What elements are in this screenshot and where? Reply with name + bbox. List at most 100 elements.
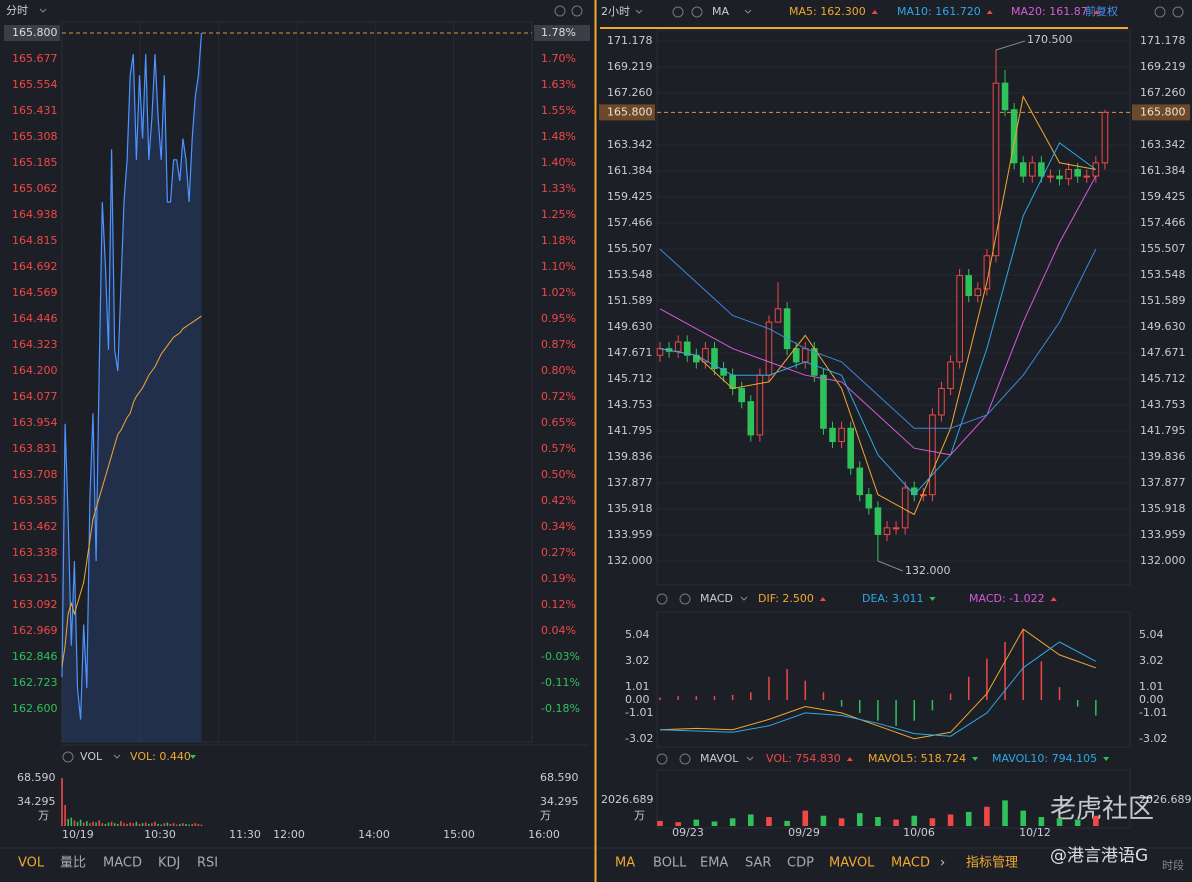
- indicator[interactable]: MA: [712, 5, 729, 18]
- candle-body: [774, 308, 782, 323]
- mavol-max-left: 2026.689: [601, 793, 654, 806]
- icon-minus[interactable]: [1154, 6, 1166, 18]
- price-label: 147.671: [607, 346, 653, 359]
- vol-bar: [166, 822, 169, 826]
- price-label: 164.446: [12, 312, 58, 325]
- mavol-bar: [947, 814, 954, 826]
- macd-frame: [656, 611, 1131, 748]
- price-line: [61, 32, 203, 720]
- pct-label: 1.55%: [541, 104, 576, 117]
- price-label: 163.215: [12, 572, 58, 585]
- candle-body: [965, 275, 973, 297]
- vol-bar: [197, 823, 200, 826]
- price-label: 137.877: [607, 476, 653, 489]
- icon-close[interactable]: [691, 6, 703, 18]
- price-label: 147.671: [1140, 346, 1186, 359]
- price-area: [62, 33, 202, 742]
- tab: MACD: [103, 856, 142, 871]
- icon-close[interactable]: [679, 753, 691, 765]
- vol-bar: [154, 821, 156, 826]
- vol-bar: [160, 824, 162, 826]
- pct-label: 0.19%: [541, 572, 576, 585]
- vol-bar: [79, 819, 82, 826]
- price-label: 169.219: [607, 60, 653, 73]
- tab: KDJ: [158, 856, 180, 871]
- candle-body: [847, 427, 854, 469]
- pct-label: 1.18%: [541, 234, 576, 247]
- price-label: 135.918: [1140, 502, 1186, 515]
- pct-label: 0.72%: [541, 390, 576, 403]
- macd-tick: 1.01: [1139, 680, 1164, 693]
- vol-bar: [98, 820, 100, 826]
- macd-name[interactable]: MACD: [700, 592, 733, 605]
- price-label: 164.077: [12, 390, 58, 403]
- vol-bar: [126, 823, 128, 826]
- vol-bar: [135, 821, 138, 826]
- icon-plus[interactable]: [1172, 6, 1184, 18]
- icon-minus[interactable]: [554, 5, 566, 17]
- tab: MAVOL: [829, 856, 875, 871]
- macd-tick: -1.01: [625, 706, 653, 719]
- candle-body: [1101, 111, 1109, 164]
- corner-label[interactable]: 时段: [1162, 858, 1184, 872]
- ma-line: [659, 175, 1097, 456]
- mavol-name[interactable]: MAVOL: [700, 752, 739, 765]
- price-label: 171.178: [607, 34, 653, 47]
- icon-close[interactable]: [679, 593, 691, 605]
- period[interactable]: 2小时: [601, 5, 630, 18]
- candle-body: [1019, 162, 1027, 177]
- macd-tick: -3.02: [1139, 732, 1167, 745]
- chevron: [635, 9, 643, 14]
- candle-body: [956, 275, 963, 363]
- vol-bar: [188, 824, 190, 826]
- candle-body: [783, 308, 791, 350]
- tab: MACD: [891, 856, 930, 871]
- mavol-bar: [820, 815, 827, 826]
- vol-bar: [76, 821, 79, 826]
- tab: BOLL: [653, 856, 687, 871]
- tab-more[interactable]: ›: [940, 856, 945, 871]
- mavol-bar: [893, 819, 899, 826]
- mavol-unit: 万: [634, 809, 645, 822]
- price-label: 151.589: [607, 294, 653, 307]
- ma-label: MA20: 161.87: [1011, 5, 1088, 18]
- vol-bar: [117, 823, 119, 826]
- left-header[interactable]: 分时: [6, 4, 28, 17]
- manage[interactable]: 指标管理: [966, 856, 1018, 871]
- vol-bar: [64, 805, 66, 826]
- vol-bar: [113, 823, 116, 826]
- pct-label: 1.78%: [541, 26, 576, 39]
- icon-settings[interactable]: [656, 593, 668, 605]
- mavol-bar: [784, 820, 790, 826]
- pct-label: 0.65%: [541, 416, 576, 429]
- tab: MA: [615, 856, 635, 871]
- icon-settings[interactable]: [672, 6, 684, 18]
- icon-settings[interactable]: [656, 753, 668, 765]
- icon-plus[interactable]: [571, 5, 583, 17]
- mavol-bar: [1074, 819, 1081, 826]
- price-label: 143.753: [607, 398, 653, 411]
- pct-label: 0.04%: [541, 624, 576, 637]
- price-label: 165.554: [12, 78, 58, 91]
- chevron: [113, 754, 121, 759]
- mavol-bar: [1020, 810, 1026, 826]
- macd-tick: 5.04: [625, 628, 650, 641]
- icon-close[interactable]: [62, 751, 74, 763]
- down-arrow: [1103, 757, 1110, 761]
- candle-body: [711, 348, 718, 370]
- price-label: 164.323: [12, 338, 58, 351]
- price-label: 139.836: [607, 450, 653, 463]
- dea-line: [659, 641, 1097, 737]
- tab: RSI: [197, 856, 218, 871]
- price-label: 165.800: [12, 26, 58, 39]
- vol-bar: [70, 817, 73, 826]
- price-label: 161.384: [1140, 164, 1186, 177]
- vol-bar: [73, 820, 76, 826]
- right-plot-frame: [656, 29, 1131, 586]
- price-label: 163.831: [12, 442, 58, 455]
- pct-label: 0.95%: [541, 312, 576, 325]
- adjust[interactable]: 前复权: [1085, 4, 1118, 18]
- candle-body: [1028, 162, 1036, 177]
- price-label: 139.836: [1140, 450, 1186, 463]
